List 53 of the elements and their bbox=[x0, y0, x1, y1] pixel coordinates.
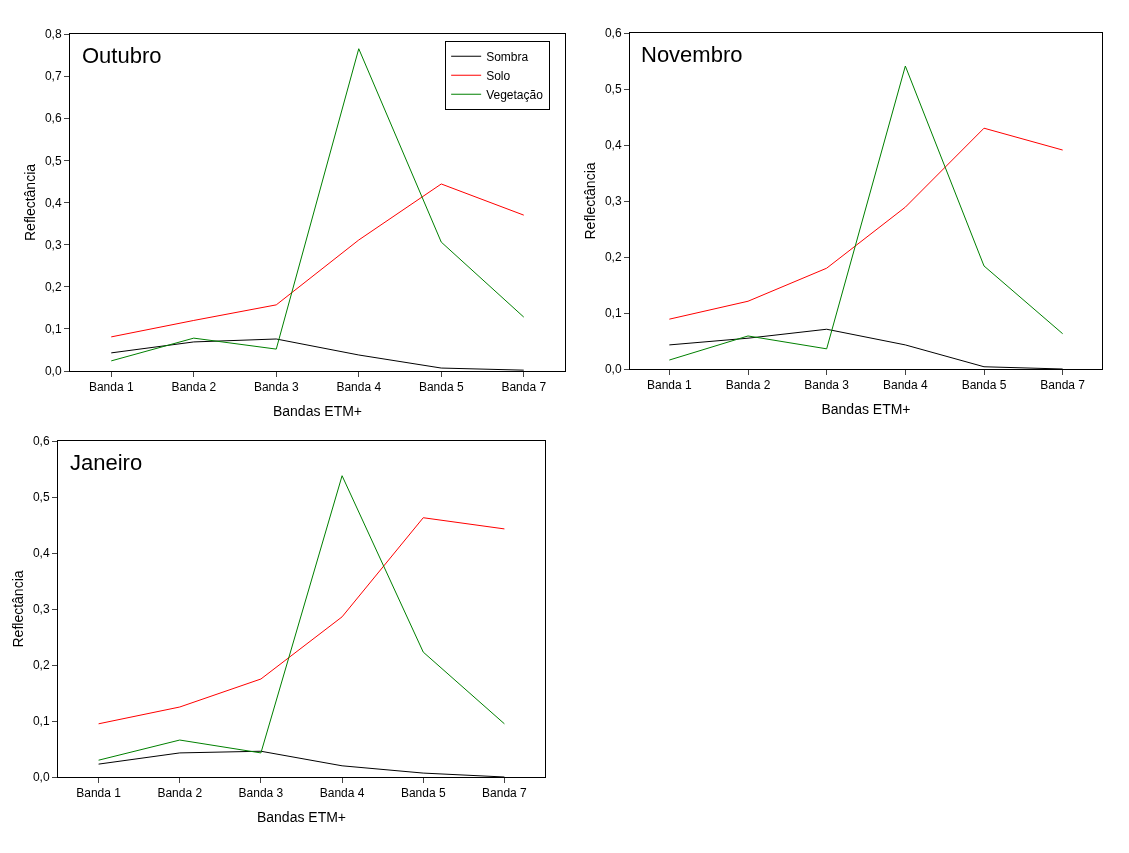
y-tick-label: 0,3 bbox=[604, 194, 622, 209]
y-axis-title: Reflectância bbox=[21, 163, 38, 242]
x-tick-label: Banda 1 bbox=[88, 380, 134, 395]
x-tick-label: Banda 5 bbox=[418, 380, 464, 395]
x-tick-label: Banda 2 bbox=[171, 380, 217, 395]
x-tick-label: Banda 2 bbox=[725, 378, 771, 393]
legend-label: Sombra bbox=[486, 49, 529, 64]
y-tick-label: 0,2 bbox=[604, 250, 622, 265]
y-tick-label: 0,1 bbox=[44, 322, 62, 337]
y-tick-label: 0,5 bbox=[32, 490, 50, 505]
x-tick-label: Banda 7 bbox=[501, 380, 547, 395]
y-tick-label: 0,8 bbox=[44, 27, 62, 42]
y-tick-label: 0,6 bbox=[604, 26, 622, 41]
y-tick-label: 0,4 bbox=[32, 546, 50, 561]
y-tick-label: 0,6 bbox=[32, 434, 50, 449]
chart-title: Novembro bbox=[641, 42, 743, 67]
y-axis-title: Reflectância bbox=[581, 162, 598, 240]
x-tick-label: Banda 4 bbox=[882, 378, 928, 393]
y-tick-label: 0,3 bbox=[32, 602, 50, 617]
y-tick-label: 0,1 bbox=[604, 306, 622, 321]
x-axis-title: Bandas ETM+ bbox=[821, 400, 911, 417]
x-tick-label: Banda 3 bbox=[804, 378, 850, 393]
chart-title: Janeiro bbox=[70, 450, 143, 475]
y-tick-label: 0,5 bbox=[44, 153, 62, 168]
y-tick-label: 0,0 bbox=[604, 362, 622, 377]
y-tick-label: 0,0 bbox=[32, 770, 50, 785]
y-tick-label: 0,3 bbox=[44, 237, 62, 252]
chart-title: Outubro bbox=[82, 43, 162, 68]
y-tick-label: 0,2 bbox=[32, 658, 50, 673]
x-tick-label: Banda 4 bbox=[336, 380, 382, 395]
x-tick-label: Banda 5 bbox=[961, 378, 1007, 393]
legend-label: Solo bbox=[486, 68, 511, 83]
x-axis-title: Bandas ETM+ bbox=[256, 808, 347, 825]
x-tick-label: Banda 4 bbox=[319, 786, 365, 801]
y-tick-label: 0,4 bbox=[604, 138, 622, 153]
y-axis-title: Reflectância bbox=[9, 570, 26, 648]
x-tick-label: Banda 5 bbox=[400, 786, 446, 801]
y-tick-label: 0,6 bbox=[44, 111, 62, 126]
y-tick-label: 0,7 bbox=[44, 69, 62, 84]
x-tick-label: Banda 3 bbox=[238, 786, 284, 801]
x-tick-label: Banda 7 bbox=[482, 786, 528, 801]
y-tick-label: 0,5 bbox=[604, 82, 622, 97]
x-tick-label: Banda 1 bbox=[76, 786, 122, 801]
legend-label: Vegetação bbox=[486, 87, 544, 102]
x-tick-label: Banda 3 bbox=[253, 380, 299, 395]
y-tick-label: 0,4 bbox=[44, 195, 62, 210]
y-tick-label: 0,1 bbox=[32, 714, 50, 729]
x-tick-label: Banda 7 bbox=[1040, 378, 1086, 393]
x-axis-title: Bandas ETM+ bbox=[272, 402, 363, 419]
y-tick-label: 0,0 bbox=[44, 364, 62, 379]
x-tick-label: Banda 2 bbox=[157, 786, 203, 801]
x-tick-label: Banda 1 bbox=[646, 378, 692, 393]
y-tick-label: 0,2 bbox=[44, 279, 62, 294]
